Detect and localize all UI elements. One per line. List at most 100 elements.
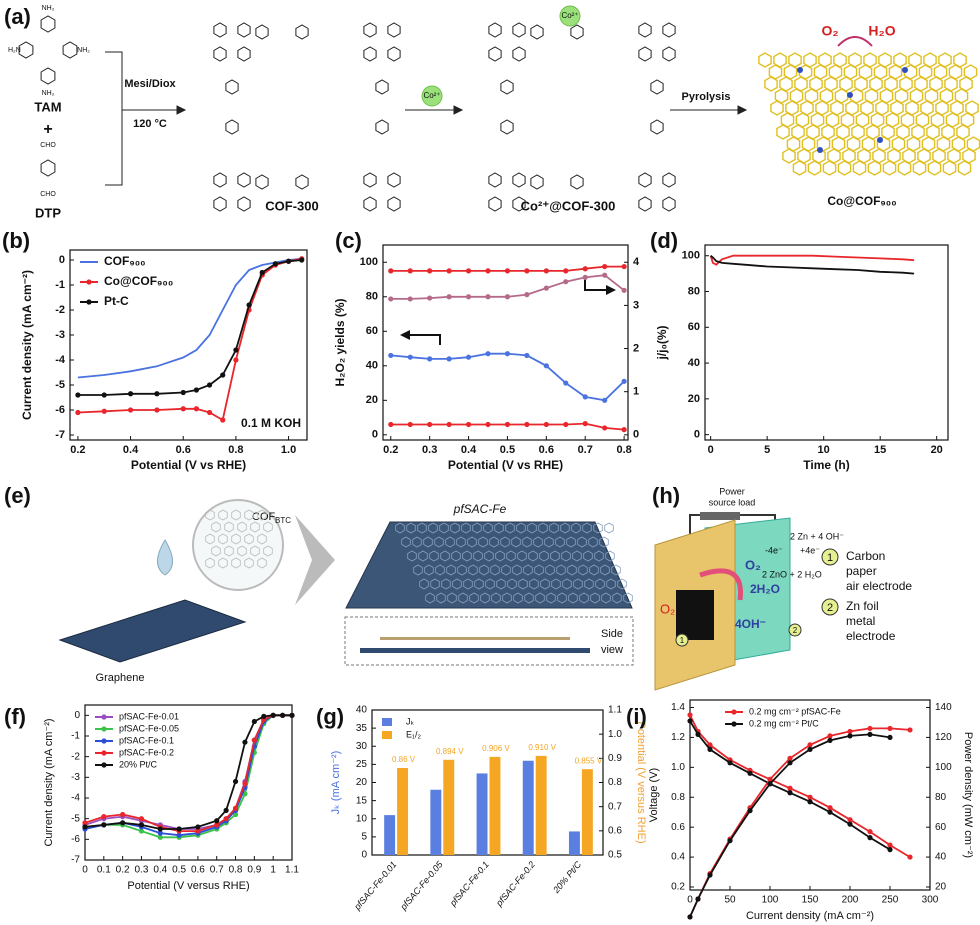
bar: [430, 789, 442, 855]
data-point: [563, 279, 569, 285]
data-point: [485, 268, 491, 274]
ring: [538, 522, 548, 534]
x-tick-label: 0.4: [461, 444, 477, 456]
ring: [450, 522, 460, 534]
data-point: [582, 274, 588, 280]
legend-marker: [731, 709, 737, 715]
data-point: [524, 352, 530, 359]
y-tick-label: -5: [55, 379, 65, 391]
data-point: [887, 725, 893, 732]
ring: [434, 536, 444, 548]
arrow-head: [737, 105, 748, 115]
label: Power: [719, 486, 745, 496]
data-point: [127, 391, 134, 397]
data-point: [232, 778, 239, 785]
ring: [612, 592, 622, 604]
y-tick-label: 0: [74, 710, 80, 721]
ring: [225, 119, 239, 135]
plot-frame: [69, 249, 308, 441]
data-point: [543, 421, 549, 428]
data-point: [563, 380, 569, 386]
y-tick-label: -3: [55, 329, 65, 341]
ring: [406, 522, 416, 534]
ring: [594, 550, 604, 562]
ring: [638, 22, 652, 38]
y-tick-label: 0: [372, 429, 378, 441]
ring: [566, 536, 576, 548]
ring: [440, 550, 450, 562]
y-tick-label: 20: [688, 393, 700, 405]
ring: [237, 172, 251, 188]
ring: [423, 536, 433, 548]
data-point: [787, 755, 793, 761]
ring: [255, 174, 269, 190]
x-tick-label: 1: [270, 865, 276, 876]
data-point: [847, 817, 853, 823]
species: O₂: [821, 23, 838, 39]
ring: [502, 592, 512, 604]
data-point: [180, 406, 186, 412]
x-tick-label: 0.7: [578, 444, 593, 456]
data-point: [75, 392, 81, 398]
bar: [443, 759, 455, 855]
data-point: [223, 807, 229, 814]
ring: [424, 564, 434, 576]
ring: [387, 172, 401, 188]
ring: [40, 67, 56, 85]
ring: [218, 509, 228, 521]
data-point: [727, 838, 733, 844]
y-tick-label: 80: [688, 285, 700, 297]
ring: [244, 509, 254, 521]
structure-name: Co²⁺@COF-300: [521, 198, 616, 213]
x-tick-label: 0.4: [123, 444, 139, 456]
panel-label: (d): [650, 228, 678, 253]
condition: 120 °C: [133, 118, 167, 130]
legend-label: pfSAC-Fe-0.05: [119, 723, 179, 733]
legend-text: paper: [846, 564, 877, 578]
arrow-head: [176, 105, 187, 115]
x-tick-label: pfSAC-Fe-0.05: [398, 859, 446, 913]
group: NH₂: [77, 47, 90, 54]
y-tick-label: 0.4: [671, 852, 685, 863]
marker: [821, 598, 839, 616]
data-point: [602, 263, 608, 270]
data-point: [195, 824, 201, 830]
species: 4OH⁻: [735, 617, 766, 631]
ring: [461, 522, 471, 534]
legend-text: electrode: [846, 629, 896, 643]
ring: [445, 536, 455, 548]
x-tick-label: 150: [802, 895, 819, 906]
ring: [407, 550, 417, 562]
ring: [419, 578, 429, 590]
data-point: [504, 294, 511, 300]
ring: [205, 533, 215, 545]
data-point: [563, 421, 569, 428]
ring: [523, 564, 533, 576]
series-line: [710, 255, 915, 275]
data-point: [289, 712, 295, 718]
data-point: [747, 770, 753, 776]
ring: [513, 592, 523, 604]
label-subscript: BTC: [275, 516, 291, 525]
co-ion: [559, 5, 581, 27]
data-point: [602, 397, 608, 403]
ring: [807, 160, 822, 176]
panel-a: [105, 5, 873, 186]
data-point: [465, 268, 472, 274]
ring: [662, 46, 676, 62]
ring: [758, 52, 772, 68]
legend-marker: [101, 738, 107, 744]
legend-text: Zn foil: [846, 599, 879, 613]
y-tick-label: -5: [71, 813, 80, 824]
ring: [567, 564, 577, 576]
panel-label: (e): [4, 483, 31, 508]
ring: [530, 174, 544, 190]
value-label: 0.906 V: [482, 744, 510, 753]
series-line: [390, 352, 625, 402]
ring: [456, 536, 466, 548]
ring: [257, 533, 267, 545]
x-tick-label: 0.1: [97, 865, 111, 876]
droplet: [157, 539, 173, 576]
data-point: [465, 354, 472, 360]
data-point: [101, 408, 107, 414]
